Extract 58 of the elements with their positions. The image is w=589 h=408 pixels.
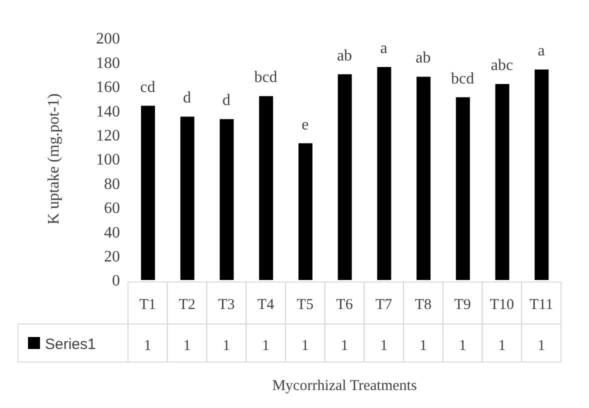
bar <box>259 96 274 280</box>
bar <box>534 69 549 280</box>
x-tick-label: T6 <box>336 297 354 313</box>
x-tick-label: T11 <box>530 297 554 313</box>
text: 1 <box>538 338 546 354</box>
text: 1 <box>380 338 388 354</box>
text: 1 <box>340 338 348 354</box>
x-tick-label: T8 <box>414 297 432 313</box>
bar <box>377 67 392 280</box>
annotation: ab <box>416 50 431 67</box>
y-tick-label: 200 <box>96 30 120 48</box>
x-tick-label: T1 <box>139 297 156 313</box>
bar <box>220 119 234 280</box>
text: 1 <box>183 338 191 354</box>
y-tick-label: 60 <box>104 200 120 218</box>
text: 1 <box>301 338 309 354</box>
y-tick-label: 120 <box>96 127 120 144</box>
bar <box>141 106 155 280</box>
y-tick-label: 180 <box>96 54 120 72</box>
annotation: e <box>302 116 309 134</box>
bar <box>180 116 194 280</box>
bar <box>416 76 431 280</box>
y-tick-label: 20 <box>104 248 120 266</box>
y-tick-label: 160 <box>96 79 120 96</box>
text: 1 <box>144 338 152 354</box>
bar <box>456 97 470 280</box>
y-axis-title: K uptake (mg.pot-1) <box>46 93 63 225</box>
text: 1 <box>262 338 270 354</box>
x-tick-label: T3 <box>218 297 235 313</box>
y-tick-label: 0 <box>112 272 120 290</box>
y-tick-label: 80 <box>104 176 120 193</box>
annotation: d <box>183 90 192 107</box>
y-tick-label: 100 <box>96 152 120 169</box>
x-axis-title: Mycorrhizal Treatments <box>272 378 417 394</box>
text: 1 <box>419 338 427 354</box>
annotation: abc <box>490 56 514 74</box>
bar <box>495 84 510 280</box>
annotation: a <box>380 40 388 58</box>
bar <box>298 143 312 280</box>
x-tick-label: T10 <box>490 297 514 313</box>
bar <box>338 74 352 280</box>
x-tick-label: T4 <box>257 297 275 313</box>
legend-label: Series1 <box>45 336 96 353</box>
y-tick-label: 140 <box>96 103 120 120</box>
text: 1 <box>498 338 506 354</box>
x-tick-label: T5 <box>296 297 314 313</box>
annotation: cd <box>140 78 156 96</box>
x-tick-label: T2 <box>178 297 196 313</box>
annotation: a <box>538 42 545 60</box>
annotation: bcd <box>451 70 474 88</box>
x-tick-label: T9 <box>454 297 471 313</box>
annotation: bcd <box>254 69 278 86</box>
y-tick-label: 40 <box>104 224 120 242</box>
text: 1 <box>222 338 230 354</box>
text: 1 <box>458 338 466 354</box>
annotation: ab <box>336 47 352 64</box>
annotation: d <box>222 92 230 110</box>
x-tick-label: T7 <box>376 297 393 313</box>
